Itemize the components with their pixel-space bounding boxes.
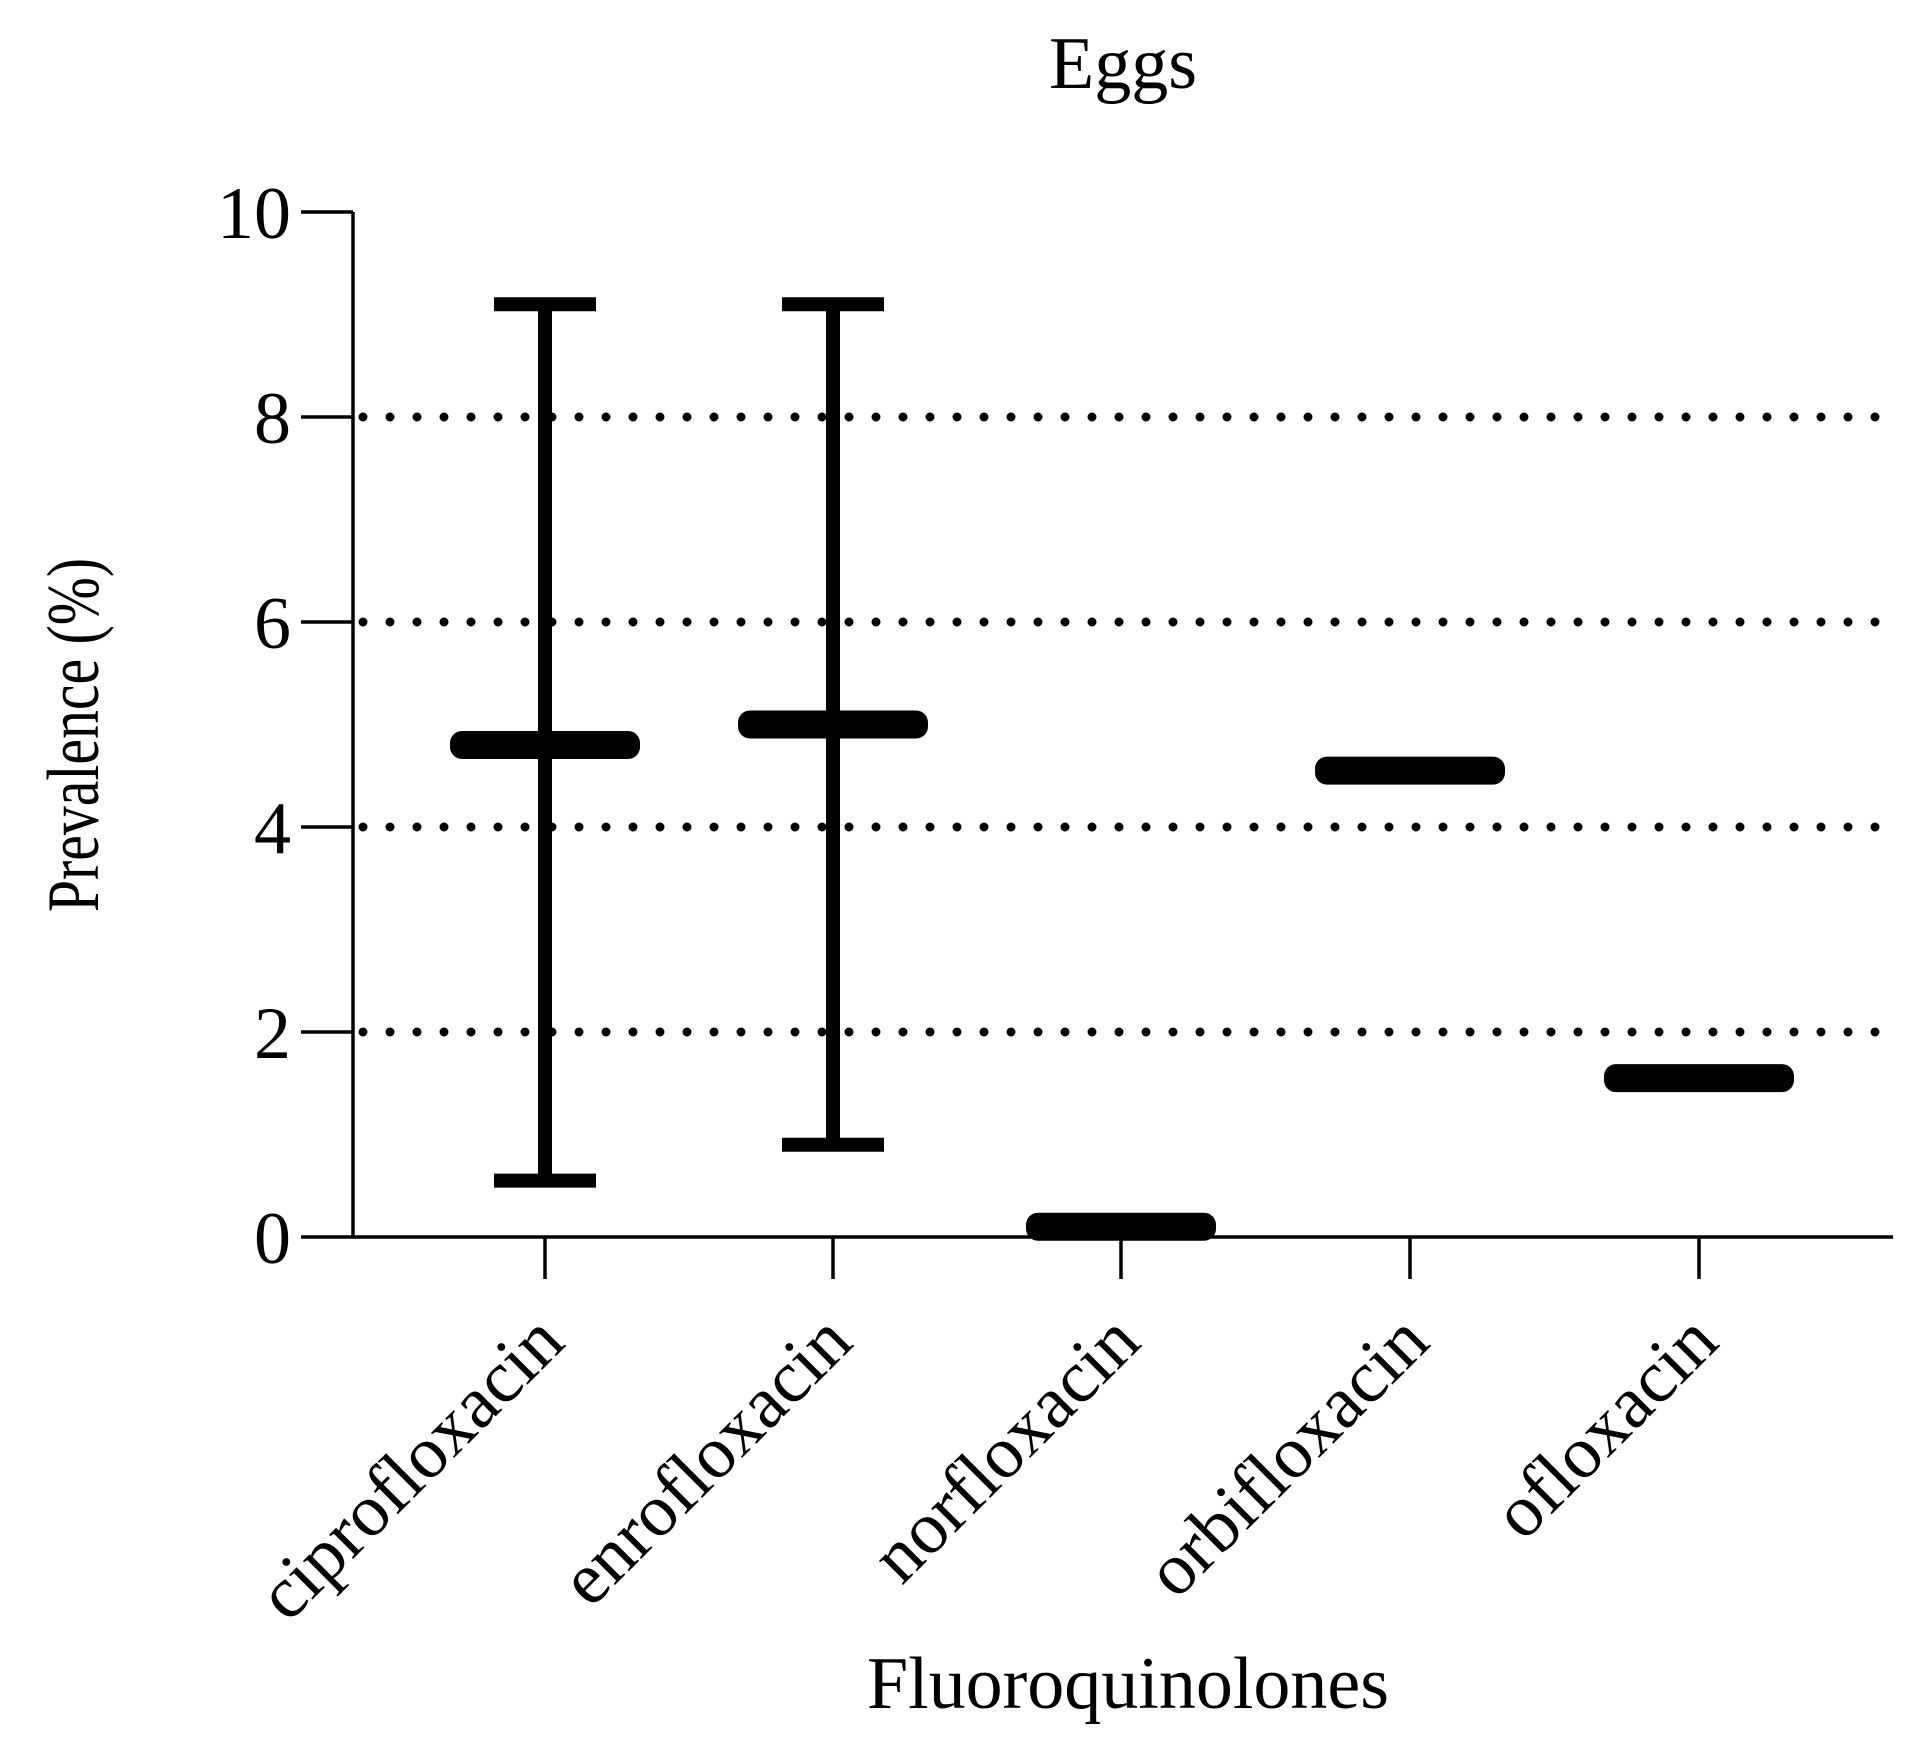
x-tick-label: enrofloxacin bbox=[545, 1299, 867, 1621]
y-tick-layer: 0 2 4 6 8 10 bbox=[217, 173, 353, 1280]
y-tick-label: 6 bbox=[254, 583, 291, 665]
x-tick-label: ofloxacin bbox=[1477, 1299, 1733, 1555]
y-tick-label: 2 bbox=[254, 993, 291, 1075]
y-tick-label: 8 bbox=[254, 378, 291, 460]
mean-mark-enrofloxacin bbox=[738, 710, 928, 739]
mean-mark-ofloxacin bbox=[1604, 1064, 1794, 1093]
mean-mark-ciprofloxacin bbox=[450, 731, 640, 759]
mean-mark-norfloxacin bbox=[1026, 1212, 1216, 1241]
y-axis-label: Prevalence (%) bbox=[33, 558, 114, 912]
grid-layer bbox=[358, 412, 1904, 1037]
x-axis-label: Fluoroquinolones bbox=[867, 1643, 1389, 1725]
mean-mark-orbifloxacin bbox=[1315, 756, 1505, 785]
x-tick-label: ciprofloxacin bbox=[242, 1299, 579, 1636]
chart-title: Eggs bbox=[1049, 23, 1197, 105]
y-tick-label: 0 bbox=[254, 1198, 291, 1280]
x-tick-label: orbifloxacin bbox=[1130, 1299, 1444, 1613]
x-tick-label: norfloxacin bbox=[856, 1299, 1155, 1598]
y-tick-label: 4 bbox=[254, 788, 291, 870]
marks-layer bbox=[450, 297, 1794, 1241]
y-tick-label: 10 bbox=[217, 173, 291, 255]
x-tick-layer: ciprofloxacinenrofloxacinnorfloxacinorbi… bbox=[242, 1237, 1733, 1636]
